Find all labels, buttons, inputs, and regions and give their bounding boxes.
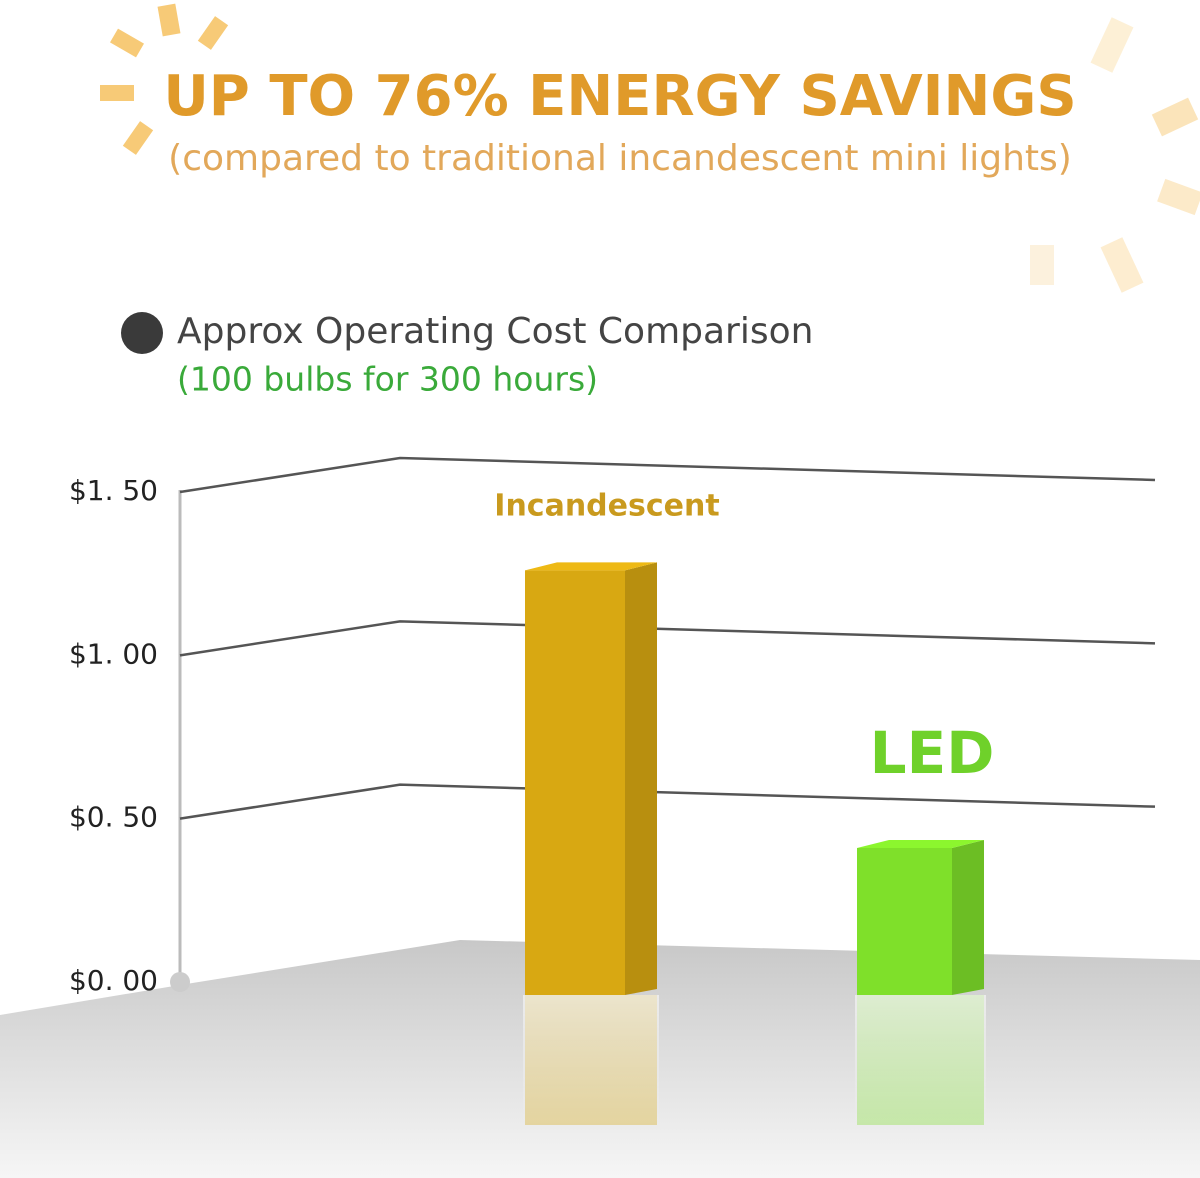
bar-side (625, 562, 657, 995)
bar (525, 570, 625, 995)
bar-top (525, 562, 657, 571)
y-tick-label: $1. 50 (69, 474, 158, 507)
category-label: Incandescent (494, 489, 719, 524)
category-label: LED (870, 719, 995, 787)
grid-line (179, 783, 1156, 820)
chart-subtitle: (compared to traditional incandescent mi… (168, 138, 1072, 179)
chart-title: UP TO 76% ENERGY SAVINGS (163, 64, 1076, 129)
y-tick-label: $0. 00 (69, 964, 158, 997)
legend-title: Approx Operating Cost Comparison (177, 311, 813, 352)
bar-side (952, 840, 984, 995)
bar-top (857, 840, 984, 848)
axis-origin (170, 972, 190, 992)
bar-reflection-fade (523, 995, 659, 1127)
y-tick-label: $1. 00 (69, 637, 158, 670)
bar (857, 848, 952, 995)
grid-line (179, 456, 1156, 494)
legend-subtitle: (100 bulbs for 300 hours) (177, 360, 598, 399)
grid-line (179, 620, 1156, 657)
legend-marker (121, 312, 163, 354)
grid (179, 456, 1156, 820)
bar-reflection-fade (855, 995, 986, 1127)
sun-rays (100, 3, 1200, 293)
bars: Incandescent LED (494, 489, 995, 1127)
y-tick-label: $0. 50 (69, 801, 158, 834)
